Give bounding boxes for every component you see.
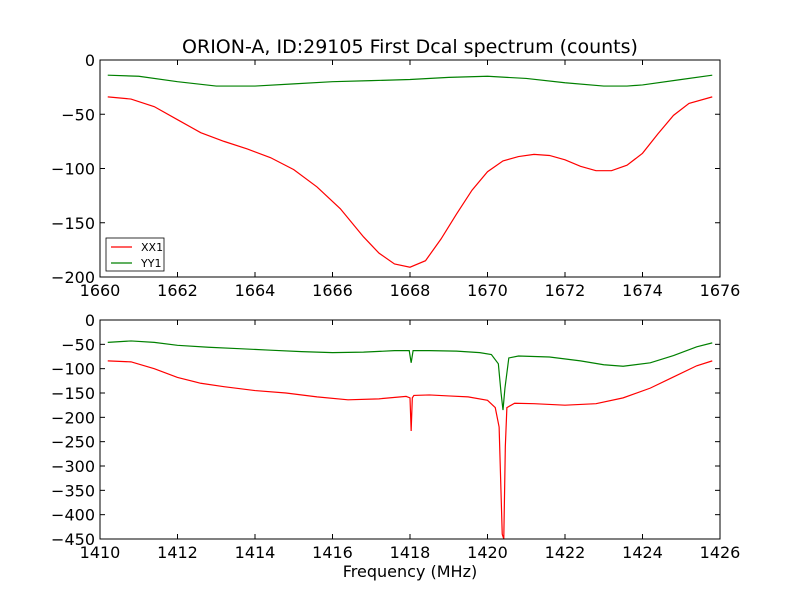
bottom-y-tick-label: −400 — [51, 506, 95, 525]
top-series-yy1 — [107, 74, 713, 87]
bottom-x-tick-label: 1422 — [545, 543, 586, 562]
legend: XX1 YY1 — [105, 237, 165, 272]
bottom-x-tick-label: 1412 — [157, 543, 198, 562]
top-y-tick-label: −150 — [51, 214, 95, 233]
bottom-y-tick-label: −250 — [51, 433, 95, 452]
top-plot-area: 1660 1662 1664 1666 1668 1670 1672 1674 1676 0 −50… — [51, 51, 740, 300]
bottom-y-tick-label: −50 — [61, 335, 95, 354]
top-x-tick-label: 1670 — [467, 281, 508, 300]
bottom-series-line-0 — [107, 360, 713, 540]
bottom-y-tick-label: 0 — [85, 311, 95, 330]
legend-box — [105, 237, 165, 272]
bottom-y-tick-label: −150 — [51, 384, 95, 403]
top-x-tick-label: 1674 — [622, 281, 663, 300]
bottom-x-tick-label: 1426 — [700, 543, 741, 562]
top-panel: ORION-A, ID:29105 First Dcal spectrum (c… — [51, 36, 740, 300]
top-series-xx1 — [107, 96, 713, 268]
top-y-tick-label: −50 — [61, 105, 95, 124]
top-x-tick-label: 1664 — [235, 281, 276, 300]
bottom-x-tick-label: 1410 — [80, 543, 121, 562]
top-x-tick-label: 1660 — [80, 281, 121, 300]
bottom-y-tick-label: −100 — [51, 360, 95, 379]
legend-label-yy1: YY1 — [140, 257, 161, 270]
bottom-x-tick-label: 1424 — [622, 543, 663, 562]
bottom-series-line-1 — [107, 340, 713, 411]
bottom-x-tick-label: 1416 — [312, 543, 353, 562]
top-x-tick-label: 1672 — [545, 281, 586, 300]
bottom-y-tick-label: −200 — [51, 408, 95, 427]
bottom-axes-frame — [99, 319, 721, 540]
x-axis-label: Frequency (MHz) — [343, 562, 477, 581]
bottom-plot-area: 1410 1412 1414 1416 1418 1420 1422 1424 1426 0 −50… — [51, 311, 740, 562]
top-x-tick-label: 1662 — [157, 281, 198, 300]
bottom-x-tick-label: 1420 — [467, 543, 508, 562]
top-y-tick-label: −200 — [51, 268, 95, 287]
bottom-x-tick-label: 1414 — [235, 543, 276, 562]
top-y-tick-label: 0 — [85, 51, 95, 70]
legend-label-xx1: XX1 — [141, 241, 163, 254]
top-axes-frame — [99, 59, 721, 278]
top-x-tick-label: 1676 — [700, 281, 741, 300]
chart-title: ORION-A, ID:29105 First Dcal spectrum (c… — [182, 36, 638, 58]
bottom-panel: 1410 1412 1414 1416 1418 1420 1422 1424 1426 0 −50… — [51, 311, 740, 581]
bottom-y-tick-label: −350 — [51, 481, 95, 500]
top-x-tick-label: 1666 — [312, 281, 353, 300]
top-y-tick-label: −100 — [51, 160, 95, 179]
bottom-x-tick-label: 1418 — [390, 543, 431, 562]
bottom-y-tick-label: −300 — [51, 457, 95, 476]
top-x-tick-label: 1668 — [390, 281, 431, 300]
bottom-y-tick-label: −450 — [51, 530, 95, 549]
